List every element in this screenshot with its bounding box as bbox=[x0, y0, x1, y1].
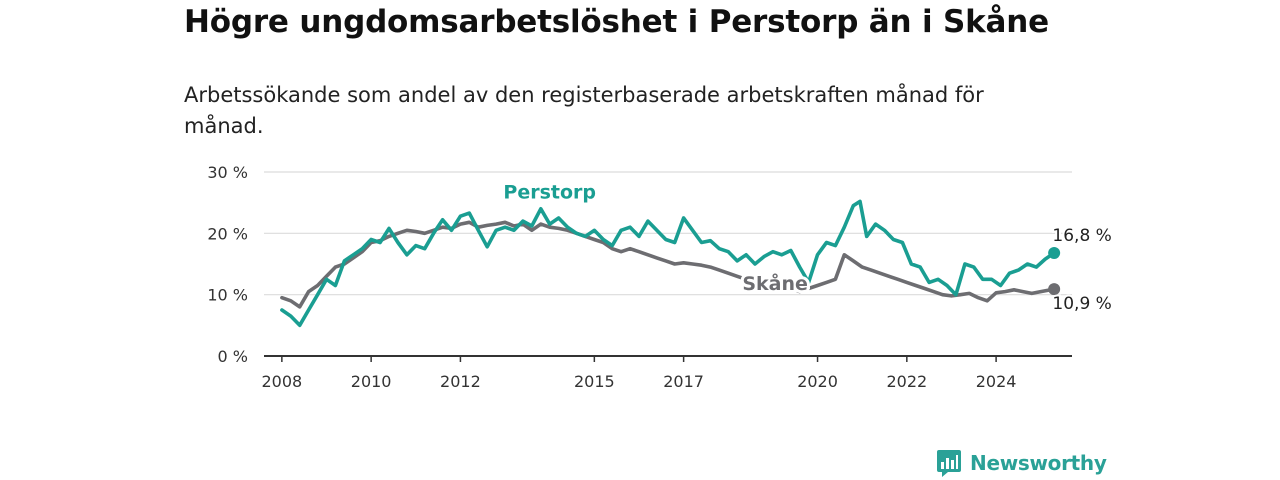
end-marker-skane bbox=[1048, 283, 1061, 296]
x-tick-label: 2015 bbox=[574, 372, 615, 391]
series-line-perstorp bbox=[280, 199, 1056, 328]
series-line-skane bbox=[280, 220, 1056, 309]
series-label-perstorp: Perstorp bbox=[503, 181, 596, 203]
newsworthy-logo: Newsworthy bbox=[936, 448, 1107, 478]
y-tick-label: 30 % bbox=[207, 163, 248, 182]
x-tick-label: 2010 bbox=[351, 372, 392, 391]
chart-subtitle: Arbetssökande som andel av den registerb… bbox=[184, 83, 984, 138]
end-label-skane: 10,9 % bbox=[1052, 294, 1111, 314]
bar-chart-icon bbox=[937, 450, 961, 477]
x-tick-label: 2017 bbox=[663, 372, 704, 391]
y-tick-label: 0 % bbox=[218, 347, 248, 366]
x-tick-label: 2022 bbox=[886, 372, 927, 391]
brand-name: Newsworthy bbox=[970, 451, 1107, 475]
end-label-perstorp: 16,8 % bbox=[1052, 226, 1111, 246]
x-tick-label: 2012 bbox=[440, 372, 481, 391]
x-tick-label: 2020 bbox=[797, 372, 838, 391]
x-tick-label: 2008 bbox=[261, 372, 302, 391]
x-tick-label: 2024 bbox=[976, 372, 1017, 391]
y-tick-label: 20 % bbox=[207, 224, 248, 243]
series-label-skane: Skåne bbox=[742, 271, 808, 295]
chart-title: Högre ungdomsarbetslöshet i Perstorp än … bbox=[184, 4, 1049, 40]
end-marker-perstorp bbox=[1048, 246, 1061, 259]
y-tick-label: 10 % bbox=[207, 286, 248, 305]
